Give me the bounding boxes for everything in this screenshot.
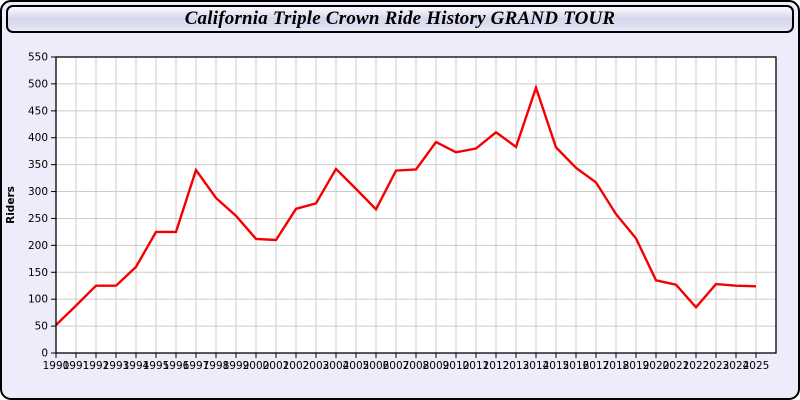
x-axis-labels: 1990199119921993199419951996199719981999… xyxy=(43,360,770,372)
svg-text:350: 350 xyxy=(28,159,48,171)
svg-text:2017: 2017 xyxy=(583,360,610,372)
svg-text:1990: 1990 xyxy=(43,360,70,372)
svg-text:2012: 2012 xyxy=(483,360,510,372)
ride-history-chart: 1990199119921993199419951996199719981999… xyxy=(5,52,777,372)
svg-text:2010: 2010 xyxy=(443,360,470,372)
svg-text:2003: 2003 xyxy=(303,360,330,372)
svg-text:2016: 2016 xyxy=(563,360,590,372)
svg-text:150: 150 xyxy=(28,267,48,279)
svg-text:200: 200 xyxy=(28,240,48,252)
svg-text:1991: 1991 xyxy=(63,360,90,372)
svg-text:2021: 2021 xyxy=(663,360,690,372)
svg-text:2013: 2013 xyxy=(503,360,530,372)
svg-text:100: 100 xyxy=(28,294,48,306)
svg-text:1993: 1993 xyxy=(103,360,130,372)
svg-text:2015: 2015 xyxy=(543,360,570,372)
svg-text:2009: 2009 xyxy=(423,360,450,372)
svg-text:2001: 2001 xyxy=(263,360,290,372)
svg-text:2023: 2023 xyxy=(703,360,730,372)
grid-lines xyxy=(56,57,776,353)
svg-text:2008: 2008 xyxy=(403,360,430,372)
svg-text:300: 300 xyxy=(28,186,48,198)
page-title: California Triple Crown Ride History GRA… xyxy=(184,8,616,29)
y-axis-labels: 0 50 100 150 200 250 300 350 400 450 500 550 xyxy=(28,52,48,360)
svg-text:2000: 2000 xyxy=(243,360,270,372)
svg-text:250: 250 xyxy=(28,213,48,225)
svg-text:1992: 1992 xyxy=(83,360,110,372)
svg-text:2025: 2025 xyxy=(743,360,770,372)
y-axis-title: Riders xyxy=(5,186,17,224)
svg-text:500: 500 xyxy=(28,78,48,90)
svg-text:400: 400 xyxy=(28,132,48,144)
title-bar: California Triple Crown Ride History GRA… xyxy=(6,5,794,33)
svg-text:0: 0 xyxy=(41,348,48,360)
svg-text:1995: 1995 xyxy=(143,360,170,372)
svg-text:450: 450 xyxy=(28,105,48,117)
svg-text:1996: 1996 xyxy=(163,360,190,372)
svg-text:550: 550 xyxy=(28,52,48,64)
svg-text:2020: 2020 xyxy=(643,360,670,372)
svg-text:1999: 1999 xyxy=(223,360,250,372)
svg-text:2011: 2011 xyxy=(463,360,490,372)
svg-text:1997: 1997 xyxy=(183,360,210,372)
svg-text:2007: 2007 xyxy=(383,360,410,372)
svg-text:50: 50 xyxy=(35,321,48,333)
svg-text:1994: 1994 xyxy=(123,360,150,372)
svg-text:2004: 2004 xyxy=(323,360,350,372)
svg-text:2005: 2005 xyxy=(343,360,370,372)
axis-ticks xyxy=(51,56,757,358)
svg-text:2006: 2006 xyxy=(363,360,390,372)
riders-line-series xyxy=(55,83,757,326)
svg-text:2018: 2018 xyxy=(603,360,630,372)
svg-text:2014: 2014 xyxy=(523,360,550,372)
svg-text:2022: 2022 xyxy=(683,360,710,372)
svg-text:1998: 1998 xyxy=(203,360,230,372)
svg-text:2019: 2019 xyxy=(623,360,650,372)
svg-text:2024: 2024 xyxy=(723,360,750,372)
svg-text:2002: 2002 xyxy=(283,360,310,372)
